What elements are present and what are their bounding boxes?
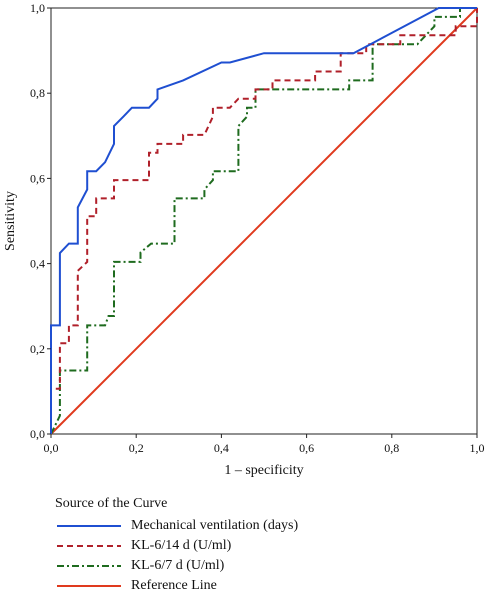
x-axis-label: 1 – specificity [224,463,303,478]
x-tick-label: 0,0 [44,441,59,455]
x-tick-label: 0,2 [129,441,144,455]
y-axis-label: Sensitivity [3,191,18,251]
x-tick-label: 0,4 [214,441,229,455]
x-tick-label: 1,0 [470,441,485,455]
x-tick-label: 0,8 [384,441,399,455]
roc-chart: 0,0 0,2 0,4 0,6 0,8 1,0 0,0 0,2 0,4 0,6 0,8 1,0 1 –… [3,1,485,478]
legend-swatch [57,565,121,567]
legend-label: KL-6/7 d (U/ml) [131,558,225,573]
series-layer [50,7,478,435]
plot-frame [50,7,478,435]
tick-layer: 0,0 0,2 0,4 0,6 0,8 1,0 0,0 0,2 0,4 0,6 0,8 1,0 [30,1,485,455]
series-line-3 [50,7,478,435]
legend-item-kl6-14d: KL-6/14 d (U/ml) [55,536,475,556]
y-tick-label: 0,8 [30,86,45,100]
legend-item-kl6-7d: KL-6/7 d (U/ml) [55,556,475,576]
legend-label: KL-6/14 d (U/ml) [131,538,232,553]
legend-swatch [57,525,121,527]
legend-title: Source of the Curve [55,496,168,511]
series-line-1 [50,8,478,434]
legend-label: Mechanical ventilation (days) [131,518,299,533]
series-line-0 [50,7,477,434]
legend-swatch [57,545,121,547]
x-tick-label: 0,6 [299,441,314,455]
legend-swatch [57,585,121,587]
y-tick-label: 0,0 [30,427,45,441]
legend-item-reference-line: Reference Line [55,576,475,596]
y-tick-label: 0,4 [30,257,45,271]
series-line-2 [50,7,477,435]
y-tick-label: 0,2 [30,342,45,356]
legend-label: Reference Line [131,578,217,593]
legend: Source of the Curve Mechanical ventilati… [55,496,475,596]
y-tick-label: 0,6 [30,171,45,185]
legend-item-mechanical-ventilation: Mechanical ventilation (days) [55,516,475,536]
y-tick-label: 1,0 [30,1,45,15]
